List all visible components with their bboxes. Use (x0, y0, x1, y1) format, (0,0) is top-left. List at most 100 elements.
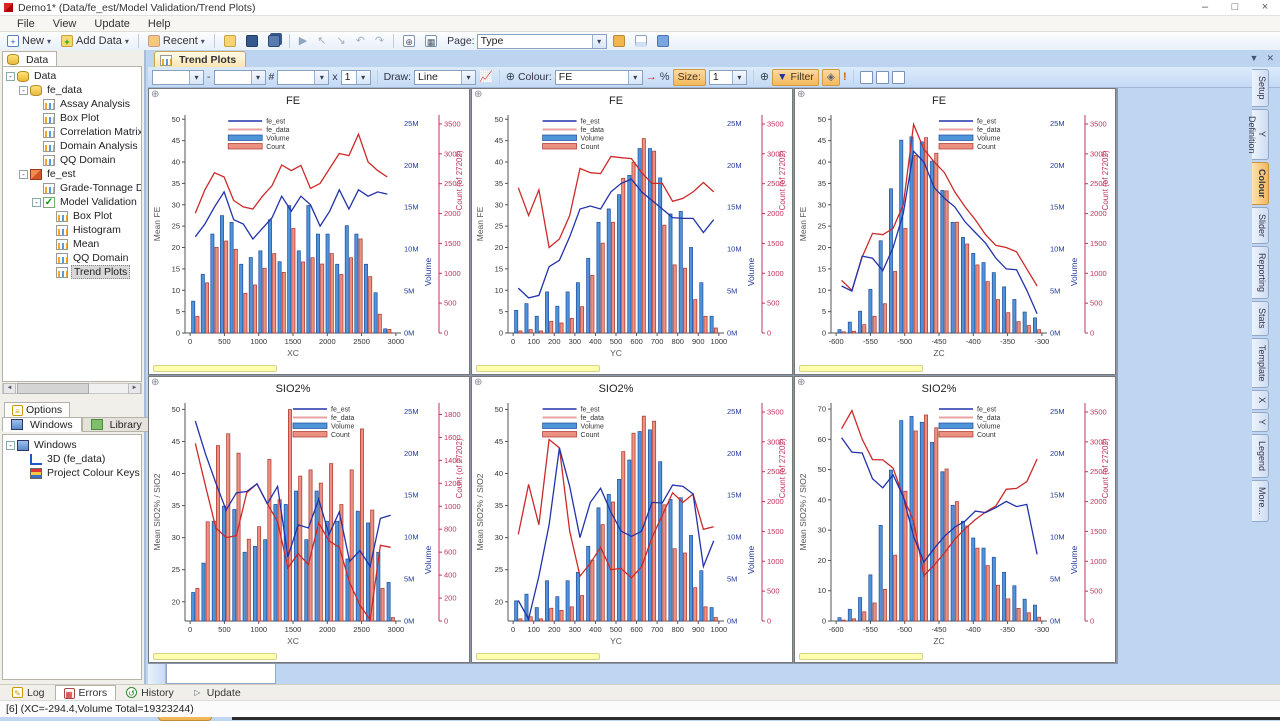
run-button[interactable]: ▶ (295, 34, 311, 48)
inspect-table-button[interactable]: ⊕ (399, 34, 419, 48)
undo-button[interactable]: ↶ (352, 34, 369, 48)
project-tree-item-correlation-matrix[interactable]: Correlation Matrix (3, 125, 141, 139)
chart-range-slider[interactable] (153, 653, 277, 660)
vtab-colour[interactable]: Colour (1252, 162, 1269, 206)
highlight-button[interactable]: ◈ (821, 68, 840, 86)
target-icon[interactable]: ⊕ (505, 70, 515, 83)
project-tree-item-qq-domain[interactable]: QQ Domain (3, 153, 141, 167)
new-button[interactable]: + New ▾ (3, 34, 55, 48)
tab-errors[interactable]: ▦ Errors (54, 685, 117, 700)
minimize-button[interactable]: – (1201, 0, 1209, 13)
filter-button[interactable]: ▼ Filter (772, 68, 819, 86)
add-data-button[interactable]: + Add Data ▾ (57, 34, 133, 48)
tab-options[interactable]: ≡ Options (4, 402, 71, 418)
view-list-button[interactable] (609, 34, 629, 48)
chart-range-slider[interactable] (476, 653, 600, 660)
vtab-more-[interactable]: More... (1252, 480, 1269, 523)
project-tree-item-grade-tonnage-domain[interactable]: Grade-Tonnage Domain (3, 181, 141, 195)
series-combo-2[interactable]: ▾ (213, 69, 266, 85)
project-tree-item-fe-data[interactable]: - fe_data (3, 83, 141, 97)
expander-icon[interactable]: - (19, 169, 28, 179)
select-tool-button[interactable]: ↖ (313, 34, 330, 48)
scroll-left-icon[interactable]: ◄ (3, 383, 16, 394)
trend-chart-panel-5-sio2-vs-yc[interactable]: ⊕ SIO2% 20 25 30 35 40 45 50 Mean SIO2% / SIO2 0 10… (471, 376, 793, 663)
vtab-reporting[interactable]: Reporting (1252, 246, 1269, 300)
project-tree-item-assay-analysis[interactable]: Assay Analysis (3, 97, 141, 111)
windows-tree-item-project-colour-keys[interactable]: Project Colour Keys (3, 466, 141, 480)
tree-horizontal-scrollbar[interactable]: ◄ ► (2, 383, 142, 394)
layout-button-2[interactable] (875, 70, 889, 84)
tab-trend-plots[interactable]: Trend Plots (154, 51, 247, 68)
expander-icon[interactable]: - (6, 440, 15, 450)
tab-log[interactable]: ✎ Log (4, 686, 53, 700)
expander-icon[interactable]: - (32, 197, 41, 207)
pan-icon[interactable]: ⊕ (151, 377, 160, 388)
windows-tree-item-3d-fe-data-[interactable]: 3D (fe_data) (3, 452, 141, 466)
recent-button[interactable]: Recent ▾ (144, 34, 209, 48)
series-combo-3[interactable]: ▾ (277, 69, 330, 85)
project-tree-item-domain-analysis[interactable]: Domain Analysis (3, 139, 141, 153)
project-tree-item-model-validation[interactable]: - ✓ Model Validation (3, 195, 141, 209)
layout-button-1[interactable] (859, 70, 873, 84)
menu-help[interactable]: Help (147, 17, 171, 30)
expander-icon[interactable]: - (19, 85, 28, 95)
layout-button-3[interactable] (891, 70, 905, 84)
project-tree-item-data[interactable]: - Data (3, 69, 141, 83)
pan-icon[interactable]: ⊕ (474, 377, 483, 388)
chart-range-slider[interactable] (476, 365, 600, 372)
maximize-button[interactable]: □ (1231, 0, 1239, 13)
project-tree-item-trend-plots[interactable]: Trend Plots (3, 265, 141, 279)
menu-view[interactable]: View (52, 17, 77, 30)
chart-range-slider[interactable] (153, 365, 277, 372)
trend-chart-panel-2-fe-vs-yc[interactable]: ⊕ FE 0 5 10 15 20 25 30 35 40 45 50 Mean FE 0 100 200 300… (471, 88, 793, 375)
arrow-icon[interactable]: → (645, 70, 657, 83)
save-button[interactable] (242, 34, 262, 48)
table-view-button[interactable]: ▦ (421, 34, 441, 48)
project-tree-item-mean[interactable]: Mean (3, 237, 141, 251)
project-tree-item-qq-domain[interactable]: QQ Domain (3, 251, 141, 265)
percent-icon[interactable]: % (659, 70, 670, 83)
project-tree-item-box-plot[interactable]: Box Plot (3, 111, 141, 125)
project-tree-item-fe-est[interactable]: - fe_est (3, 167, 141, 181)
trend-chart-panel-4-sio2-vs-xc[interactable]: ⊕ SIO2% 20 25 30 35 40 45 50 Mean SIO2% / SIO2 0 50… (148, 376, 470, 663)
close-button[interactable]: × (1261, 0, 1269, 13)
tab-windows[interactable]: Windows (2, 417, 82, 432)
vtab-template[interactable]: Template (1252, 337, 1269, 389)
scroll-thumb[interactable] (17, 383, 89, 394)
project-tree-item-box-plot[interactable]: Box Plot (3, 209, 141, 223)
expander-icon[interactable]: - (6, 71, 15, 81)
vtab-setup[interactable]: Setup (1252, 69, 1269, 107)
page-type-combo[interactable]: Type ▾ (476, 33, 607, 49)
windows-tree-item-windows[interactable]: - Windows (3, 438, 141, 452)
view-panel-button[interactable] (653, 34, 673, 48)
chart-range-slider[interactable] (799, 653, 923, 660)
project-tree-item-histogram[interactable]: Histogram (3, 223, 141, 237)
vtab-y[interactable]: Y (1252, 412, 1269, 433)
tab-history[interactable]: ↺ History (118, 686, 182, 700)
exclamation-icon[interactable]: ! (842, 70, 847, 83)
vtab-stats[interactable]: Stats (1252, 301, 1269, 336)
pan-icon[interactable]: ⊕ (797, 89, 806, 100)
tab-data[interactable]: Data (2, 51, 58, 67)
pan-icon[interactable]: ⊕ (797, 377, 806, 388)
tab-library[interactable]: Library (81, 417, 151, 432)
trend-chart-panel-1-fe-vs-xc[interactable]: ⊕ FE 0 5 10 15 20 25 30 35 40 45 50 Mean FE 0 500 1000 15… (148, 88, 470, 375)
series-combo-1[interactable]: ▾ (152, 69, 204, 85)
tab-close-icon[interactable]: ✕ (1266, 53, 1274, 63)
trend-chart-panel-6-sio2-vs-zc[interactable]: ⊕ SIO2% 0 10 20 30 40 50 60 70 Mean SIO2% / SIO2 -6… (794, 376, 1116, 663)
line-chart-icon[interactable]: 📈 (479, 70, 493, 83)
trend-chart-panel-3-fe-vs-zc[interactable]: ⊕ FE 0 5 10 15 20 25 30 35 40 45 50 Mean FE -600 -550 -5… (794, 88, 1116, 375)
chart-range-slider[interactable] (799, 365, 923, 372)
select-next-button[interactable]: ↘ (332, 34, 349, 48)
draw-combo[interactable]: Line ▾ (414, 69, 477, 85)
pan-icon[interactable]: ⊕ (151, 89, 160, 100)
target-icon-2[interactable]: ⊕ (759, 70, 770, 83)
vtab-x[interactable]: X (1252, 390, 1269, 411)
multiplier-combo[interactable]: 1 ▾ (340, 69, 371, 85)
tab-update[interactable]: ▷ Update (184, 686, 249, 700)
scroll-right-icon[interactable]: ► (128, 383, 141, 394)
view-split-button[interactable] (631, 34, 651, 48)
menu-update[interactable]: Update (94, 17, 130, 30)
vtab-legend[interactable]: Legend (1252, 434, 1269, 479)
menu-file[interactable]: File (17, 17, 35, 30)
